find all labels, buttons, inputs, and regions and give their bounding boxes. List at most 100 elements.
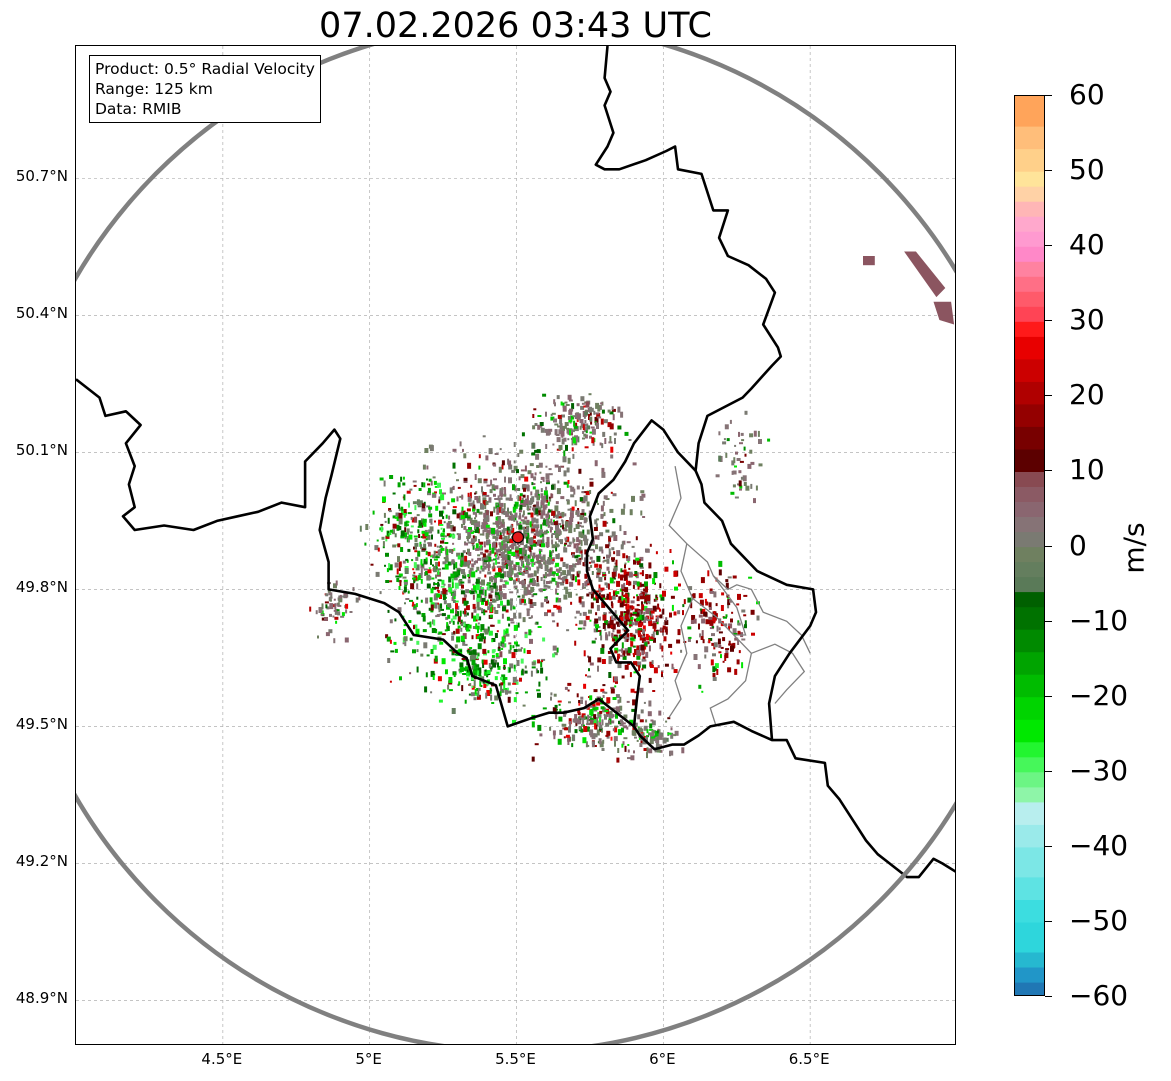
velocity-echo <box>509 591 514 594</box>
velocity-echo <box>512 682 517 685</box>
velocity-echo <box>600 587 605 591</box>
velocity-echo <box>626 609 630 615</box>
velocity-echo <box>397 556 400 563</box>
velocity-echo <box>455 600 459 603</box>
velocity-echo <box>613 617 617 621</box>
velocity-echo <box>598 616 601 621</box>
velocity-echo <box>473 672 476 676</box>
velocity-echo <box>638 582 642 588</box>
velocity-echo <box>534 472 537 476</box>
velocity-echo <box>512 542 517 547</box>
velocity-echo <box>737 622 741 626</box>
velocity-echo <box>446 622 449 629</box>
velocity-echo <box>570 486 575 492</box>
velocity-echo <box>459 662 464 668</box>
velocity-echo <box>498 548 501 553</box>
velocity-echo <box>389 529 393 533</box>
velocity-echo <box>436 589 439 592</box>
velocity-echo <box>716 669 719 675</box>
velocity-echo <box>550 696 552 701</box>
velocity-echo <box>499 502 504 507</box>
velocity-echo <box>614 740 616 747</box>
velocity-echo <box>519 581 523 585</box>
velocity-echo <box>478 511 483 515</box>
velocity-echo <box>645 608 650 615</box>
velocity-echo <box>596 575 600 577</box>
velocity-echo <box>698 684 702 689</box>
velocity-echo <box>547 585 551 589</box>
velocity-echo <box>426 478 428 481</box>
velocity-echo <box>584 427 588 433</box>
velocity-echo <box>524 526 527 529</box>
velocity-echo <box>397 607 402 613</box>
velocity-echo <box>574 500 577 507</box>
velocity-echo <box>501 519 505 525</box>
velocity-echo <box>633 618 638 622</box>
velocity-echo <box>739 442 743 445</box>
velocity-echo <box>543 579 546 585</box>
velocity-echo <box>571 439 574 446</box>
velocity-echo <box>672 560 674 565</box>
velocity-echo <box>638 614 642 621</box>
velocity-echo <box>513 664 516 669</box>
velocity-echo <box>566 499 570 505</box>
velocity-echo <box>623 503 626 509</box>
velocity-echo <box>530 473 534 479</box>
velocity-echo <box>338 598 343 603</box>
velocity-echo <box>567 521 570 527</box>
velocity-echo <box>532 442 535 449</box>
velocity-echo <box>495 502 500 509</box>
velocity-echo <box>544 572 547 578</box>
velocity-echo <box>655 738 660 743</box>
velocity-echo <box>572 563 577 568</box>
colorbar-segment <box>1015 403 1044 427</box>
velocity-echo <box>440 608 444 611</box>
velocity-echo <box>580 405 585 410</box>
velocity-echo <box>449 533 452 537</box>
velocity-echo <box>523 487 526 492</box>
velocity-echo <box>612 493 617 497</box>
velocity-echo <box>623 620 627 626</box>
velocity-echo <box>646 752 648 759</box>
velocity-echo <box>434 602 438 609</box>
velocity-echo <box>653 598 656 602</box>
velocity-echo <box>556 622 559 627</box>
velocity-echo <box>407 590 410 594</box>
velocity-echo <box>574 714 578 720</box>
velocity-echo <box>449 649 453 652</box>
velocity-echo <box>523 648 526 654</box>
velocity-echo <box>611 406 614 411</box>
velocity-echo <box>633 596 635 599</box>
velocity-echo <box>466 508 471 512</box>
velocity-echo <box>407 512 412 515</box>
velocity-echo <box>404 641 407 647</box>
velocity-echo <box>529 463 534 467</box>
velocity-echo <box>636 655 641 660</box>
velocity-echo <box>536 689 541 692</box>
velocity-echo <box>498 498 501 504</box>
velocity-echo <box>558 533 561 537</box>
country-border <box>585 419 697 727</box>
velocity-echo <box>507 535 510 541</box>
velocity-echo <box>413 625 415 630</box>
velocity-echo <box>514 485 517 492</box>
velocity-echo <box>403 509 407 513</box>
velocity-echo <box>590 602 594 609</box>
velocity-echo <box>581 509 585 516</box>
velocity-echo <box>470 590 475 594</box>
velocity-echo <box>474 492 477 495</box>
velocity-echo <box>495 655 500 659</box>
velocity-echo <box>517 578 520 583</box>
velocity-echo <box>656 607 660 610</box>
radar-map[interactable] <box>75 45 956 1045</box>
velocity-echo <box>532 577 535 582</box>
velocity-echo <box>512 517 515 521</box>
velocity-echo <box>518 508 522 513</box>
velocity-echo <box>528 597 531 604</box>
velocity-echo <box>554 505 559 512</box>
velocity-echo <box>452 526 456 532</box>
velocity-echo <box>497 556 500 559</box>
velocity-echo <box>588 656 592 663</box>
velocity-echo <box>574 616 577 619</box>
velocity-echo <box>374 545 379 551</box>
